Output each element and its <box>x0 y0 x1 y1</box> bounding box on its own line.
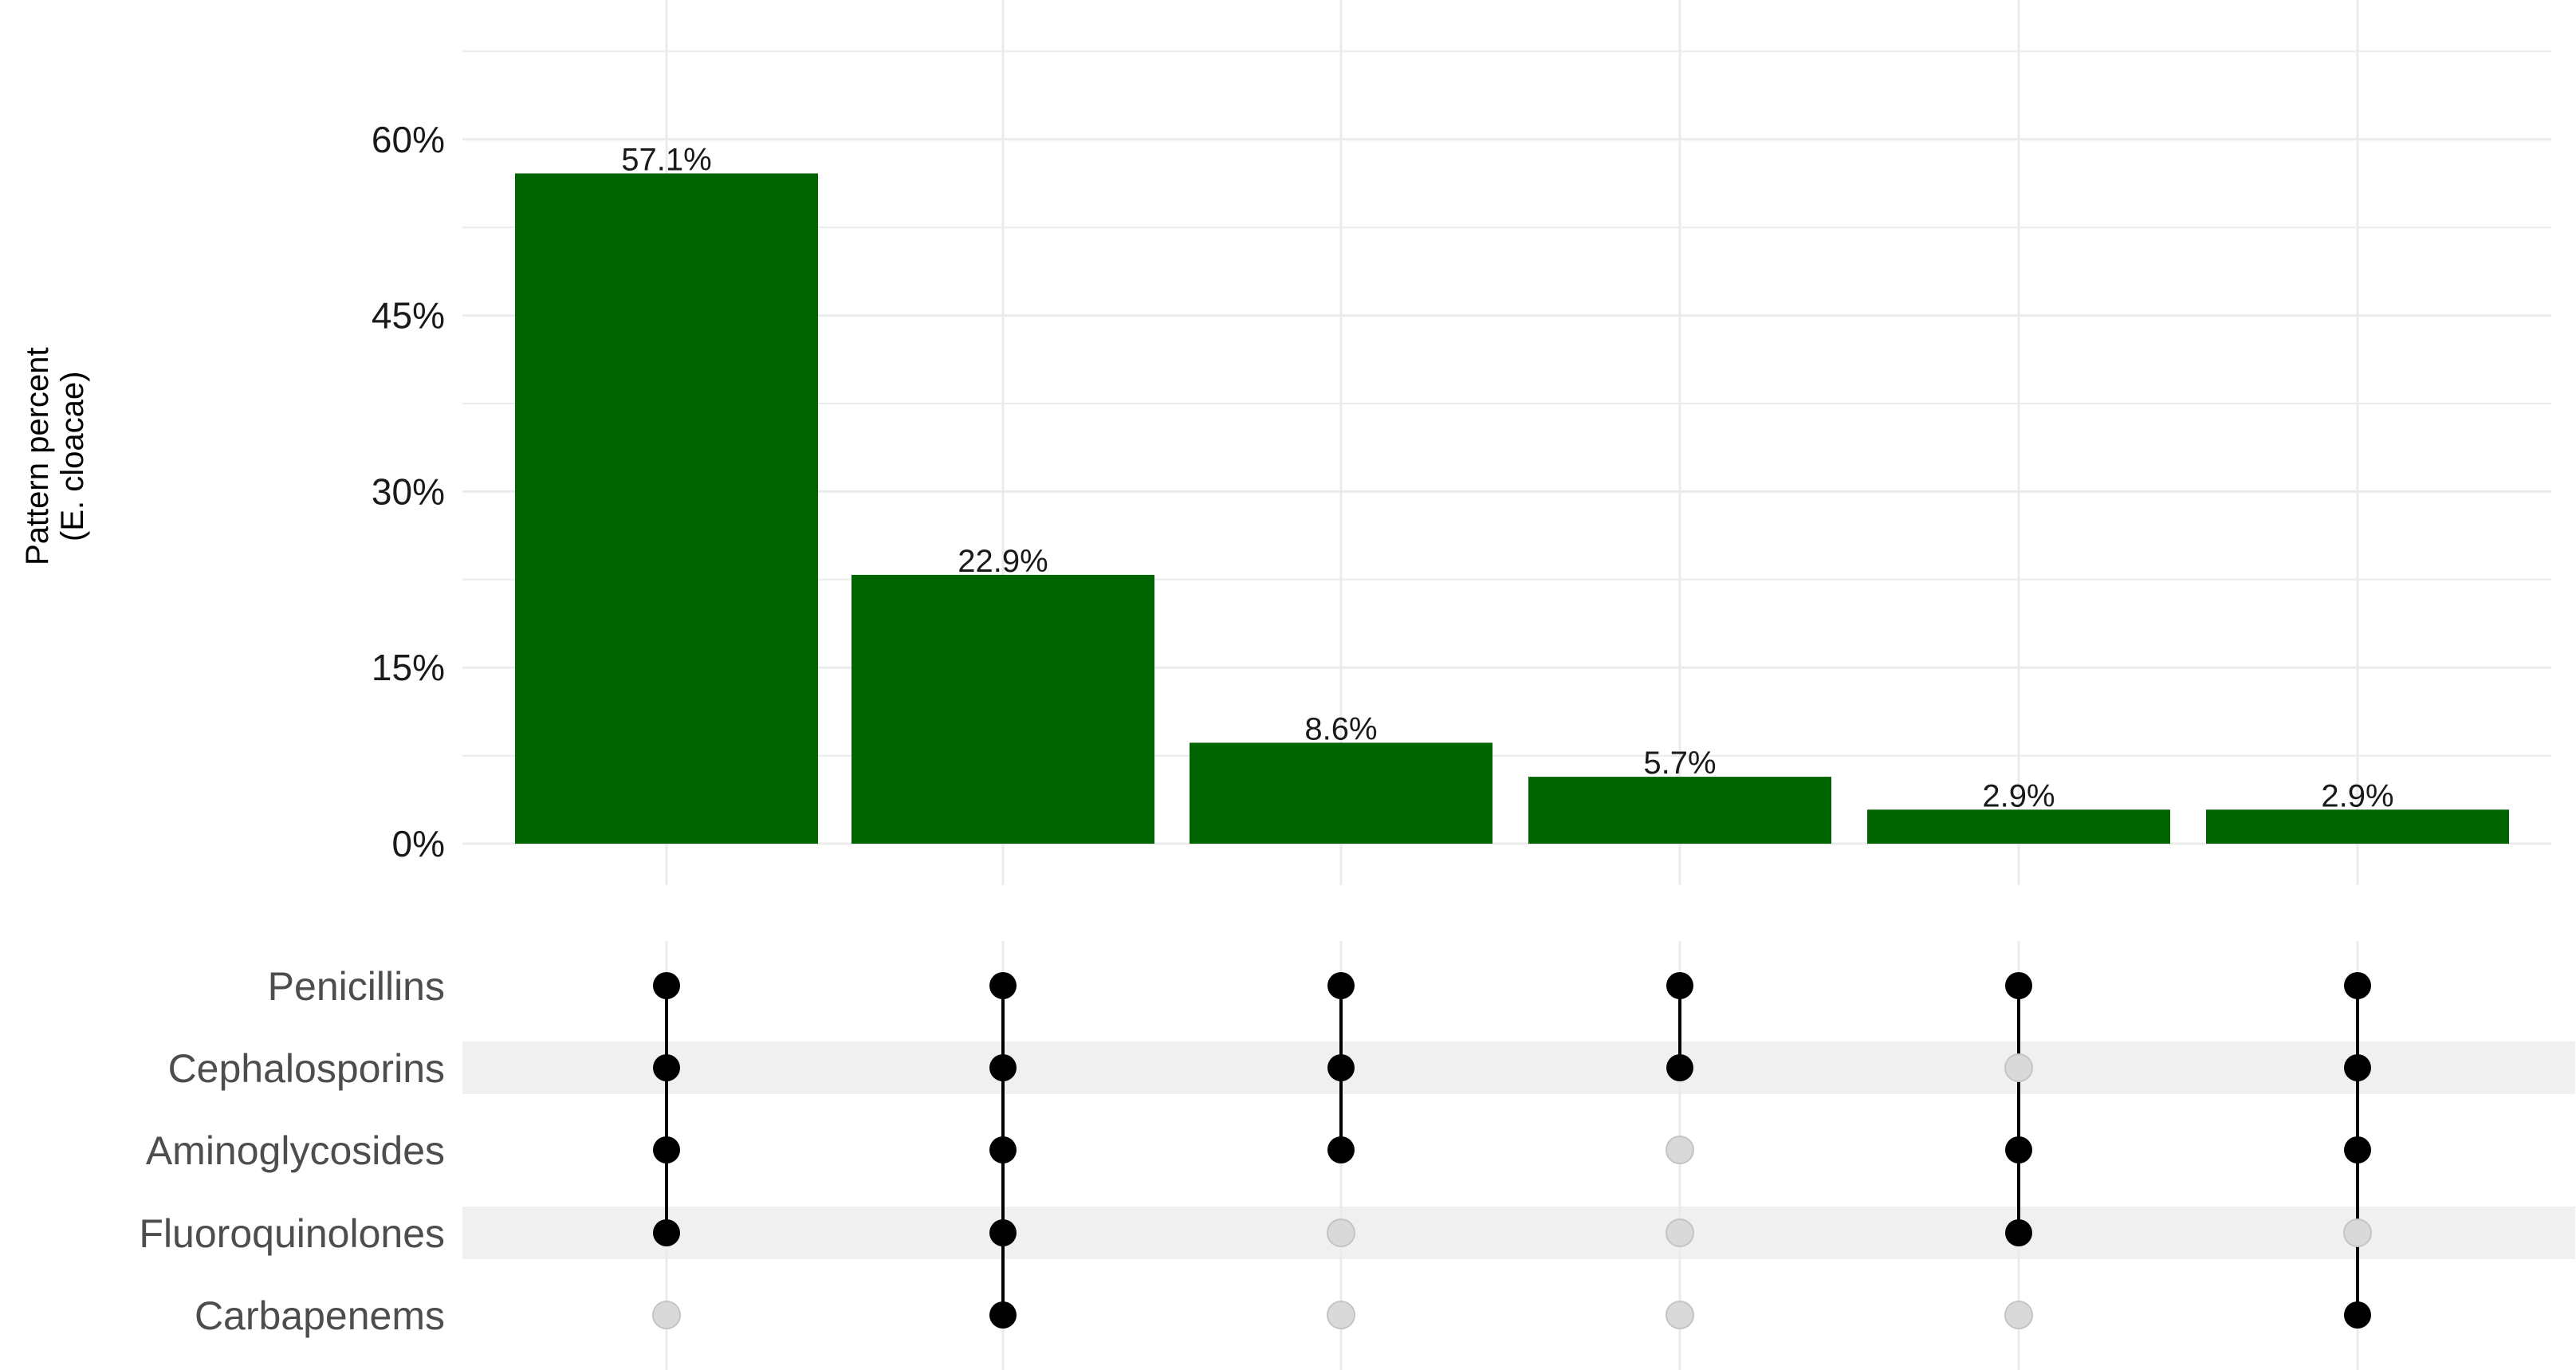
y-axis-ticks: 0%15%30%45%60%75%90% <box>372 119 445 864</box>
set-label: Aminoglycosides <box>146 1128 445 1173</box>
membership-dot-filled <box>1666 1054 1693 1081</box>
set-label: Carbapenems <box>195 1293 445 1338</box>
membership-dot-filled <box>989 1136 1017 1163</box>
membership-dot-filled <box>1666 972 1693 999</box>
membership-dot-filled <box>2344 1136 2371 1163</box>
bar-value-label: 2.9% <box>1982 778 2055 813</box>
bar-value-label: 22.9% <box>958 544 1048 579</box>
membership-dot-filled <box>653 972 680 999</box>
membership-dot-filled <box>2005 1219 2032 1246</box>
membership-dot-filled <box>989 1301 1017 1329</box>
membership-dot-empty <box>1327 1301 1355 1329</box>
membership-dot-filled <box>2005 972 2032 999</box>
y-tick-label: 15% <box>372 647 445 688</box>
bars <box>515 173 2509 844</box>
bar <box>2206 809 2509 844</box>
membership-dot-filled <box>653 1054 680 1081</box>
y-tick-label: 60% <box>372 119 445 160</box>
bar <box>1190 742 1493 844</box>
y-tick-label: 0% <box>392 823 445 864</box>
membership-dot-empty <box>2343 1218 2372 1247</box>
set-row-stripe <box>462 1207 2575 1259</box>
membership-dot-empty <box>1666 1218 1694 1247</box>
bar-value-label: 57.1% <box>621 142 711 177</box>
membership-dot-empty <box>1666 1301 1694 1329</box>
membership-dot-filled <box>653 1136 680 1163</box>
bar-value-label: 8.6% <box>1304 711 1377 746</box>
membership-dot-filled <box>2344 1054 2371 1081</box>
set-row-stripes <box>462 1041 2575 1259</box>
bar-value-label: 2.9% <box>2321 778 2393 813</box>
membership-dot-filled <box>1327 972 1355 999</box>
y-tick-label: 30% <box>372 470 445 512</box>
membership-dot-filled <box>2344 972 2371 999</box>
membership-dot-empty <box>1327 1218 1355 1247</box>
membership-dot-empty <box>1666 1136 1694 1164</box>
set-label: Cephalosporins <box>168 1046 445 1091</box>
membership-dot-filled <box>2344 1301 2371 1329</box>
y-axis-label-line: Pattern percent <box>20 347 55 565</box>
y-axis-label-line: (E. cloacae) <box>55 372 90 541</box>
membership-dot-filled <box>1327 1054 1355 1081</box>
membership-dot-filled <box>2005 1136 2032 1163</box>
bar-labels: 57.1% 22.9% 8.6% 5.7% 2.9% 2.9% <box>621 142 2393 813</box>
bar <box>1867 809 2170 844</box>
set-row-stripe <box>462 1041 2575 1094</box>
bar <box>515 173 818 844</box>
bar-value-label: 5.7% <box>1643 746 1716 781</box>
set-label: Penicillins <box>268 964 445 1009</box>
bar <box>1528 777 1831 844</box>
membership-dot-filled <box>989 1054 1017 1081</box>
membership-dot-filled <box>989 1219 1017 1246</box>
intersection-matrix <box>652 972 2372 1329</box>
y-axis-label: Pattern percent (E. cloacae) <box>20 347 90 565</box>
membership-dot-filled <box>653 1219 680 1246</box>
membership-dot-filled <box>989 972 1017 999</box>
bar <box>851 574 1154 844</box>
membership-dot-filled <box>1327 1136 1355 1163</box>
membership-dot-empty <box>2004 1301 2033 1329</box>
set-label: Fluoroquinolones <box>139 1211 445 1256</box>
membership-dot-empty <box>2004 1053 2033 1082</box>
membership-dot-empty <box>652 1301 681 1329</box>
y-tick-label: 45% <box>372 295 445 337</box>
set-labels: Penicillins Cephalosporins Aminoglycosides… <box>139 964 445 1338</box>
